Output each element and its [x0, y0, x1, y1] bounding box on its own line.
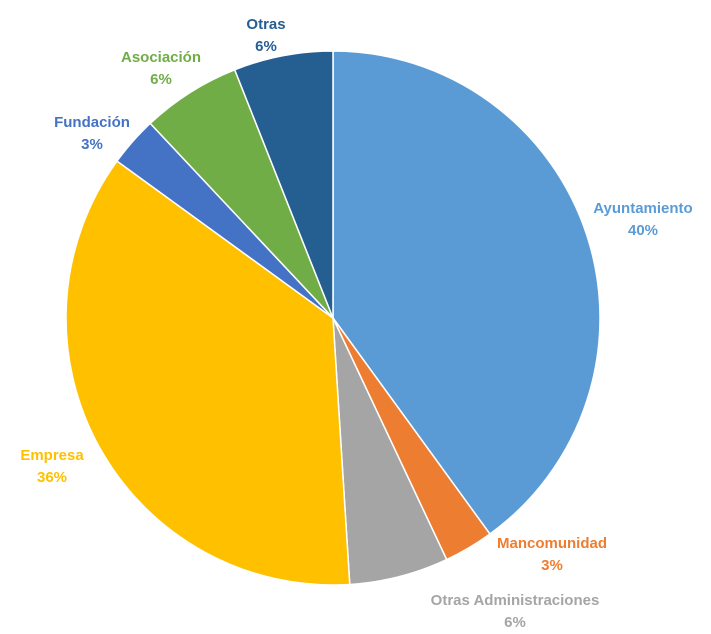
pie-slice-otras: [233, 50, 334, 319]
pie-label-value: 40%: [628, 222, 658, 239]
pie-slices: [65, 50, 601, 586]
pie-label-name: Fundación: [54, 114, 130, 131]
pie-label-name: Otras Administraciones: [431, 592, 600, 609]
pie-label-value: 6%: [150, 71, 172, 88]
pie-label-value: 6%: [255, 38, 277, 55]
pie-label-fundaci-n: Fundación 3%: [54, 114, 130, 153]
pie-label-name: Asociación: [121, 49, 201, 66]
pie-label-mancomunidad: Mancomunidad 3%: [497, 535, 607, 574]
pie-slice-ayuntamiento: [332, 50, 601, 536]
pie-slice-empresa: [65, 160, 351, 586]
pie-label-value: 3%: [541, 557, 563, 574]
pie-label-name: Mancomunidad: [497, 535, 607, 552]
pie-label-asociaci-n: Asociación 6%: [121, 49, 201, 88]
pie-label-value: 36%: [37, 469, 67, 486]
pie-label-empresa: Empresa 36%: [20, 447, 84, 486]
pie-label-otras: Otras 6%: [246, 16, 285, 55]
pie-label-value: 6%: [504, 614, 526, 631]
pie-label-name: Empresa: [20, 447, 84, 464]
pie-labels: Ayuntamiento 40% Mancomunidad 3% Otras Admin…: [20, 16, 692, 631]
pie-label-ayuntamiento: Ayuntamiento 40%: [593, 200, 692, 239]
pie-label-otras-administraciones: Otras Administraciones 6%: [431, 592, 600, 631]
pie-label-name: Otras: [246, 16, 285, 33]
pie-label-value: 3%: [81, 136, 103, 153]
pie-label-name: Ayuntamiento: [593, 200, 692, 217]
